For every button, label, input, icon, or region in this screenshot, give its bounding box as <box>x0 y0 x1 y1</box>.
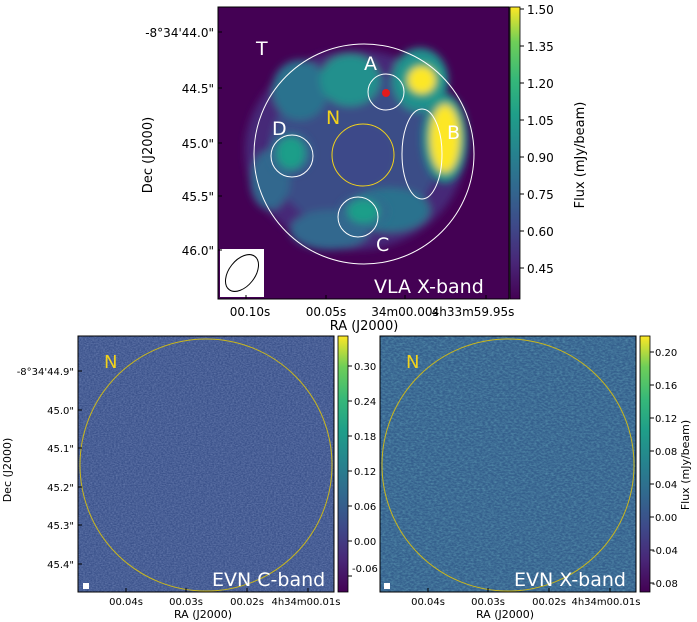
evn-c-ytick-5: 45.3" <box>47 521 74 532</box>
region-label-b: B <box>447 122 460 144</box>
source-b <box>429 104 460 173</box>
evn-x-cbar-tick-3: 0.12 <box>655 414 677 425</box>
evn-c-region-label-n: N <box>104 352 117 373</box>
evn-x-xlabel: RA (J2000) <box>476 608 534 621</box>
evn-x-xtick-4: 4h34m00.01s <box>571 597 640 608</box>
evn-x-cbar-tick-8: -0.08 <box>652 579 678 590</box>
region-c-circle <box>337 196 379 238</box>
evn-x-xtick-1: 00.04s <box>411 597 445 608</box>
region-label-t: T <box>255 38 268 60</box>
vla-cbar-label: Flux (mJy/beam) <box>573 102 588 209</box>
evn-c-ytick-1: -8°34'44.9" <box>17 367 74 378</box>
vla-xtick-4: 4h33m59.95s <box>432 305 515 319</box>
evn-x-region-n <box>381 338 635 592</box>
evn-c-cbar-tick-5: 0.06 <box>354 502 376 513</box>
evn-c-panel: N EVN C-band -8°34'44.9" 45.0" 45.1" 45.… <box>1 335 378 621</box>
evn-c-xtick-1: 00.04s <box>109 597 143 608</box>
region-b-ellipse <box>401 108 443 200</box>
evn-c-frame <box>77 335 335 593</box>
region-label-d: D <box>272 118 287 140</box>
evn-x-cbar-tick-2: 0.16 <box>655 381 677 392</box>
vla-frame <box>217 6 510 300</box>
evn-c-xlabel: RA (J2000) <box>174 608 232 621</box>
vla-cbar-tick-4: 1.05 <box>527 114 554 128</box>
beam-ellipse <box>225 254 259 292</box>
region-label-c: C <box>376 234 389 256</box>
region-label-n: N <box>326 107 340 129</box>
evn-x-frame <box>379 335 637 593</box>
vla-xlabel: RA (J2000) <box>330 319 399 334</box>
evn-c-heatmap <box>78 336 334 592</box>
region-a-circle <box>367 73 405 111</box>
evn-c-ticks <box>78 370 309 592</box>
vla-cbar-tick-3: 1.20 <box>527 77 554 91</box>
evn-c-xtick-3: 00.02s <box>230 597 264 608</box>
vla-cbar-tick-2: 1.35 <box>527 40 554 54</box>
evn-x-cbar-tick-6: 0.00 <box>655 513 677 524</box>
evn-x-panel-label: EVN X-band <box>514 569 626 591</box>
vla-ytick-3: 45.0" <box>182 137 214 151</box>
evn-c-ytick-2: 45.0" <box>47 406 74 417</box>
evn-c-xtick-4: 4h34m00.01s <box>271 597 340 608</box>
source-a <box>407 66 436 94</box>
vla-cbar-tick-8: 0.45 <box>527 262 554 276</box>
vla-ticks <box>218 31 487 299</box>
vla-cbar-tick-1: 1.50 <box>527 3 554 17</box>
evn-c-cbar-tick-1: 0.30 <box>354 362 376 373</box>
evn-c-cbar-ticks <box>348 365 352 577</box>
vla-ytick-2: 44.5" <box>182 82 214 96</box>
evn-c-ytick-4: 45.2" <box>47 483 74 494</box>
source-d <box>276 137 305 169</box>
evn-x-xtick-2: 00.03s <box>471 597 505 608</box>
vla-ytick-5: 46.0" <box>182 244 214 258</box>
vla-ylabel: Dec (J2000) <box>141 117 156 193</box>
vla-xtick-3: 34m00.00s <box>371 305 439 319</box>
evn-c-ylabel: Dec (J2000) <box>1 438 14 503</box>
evn-c-colorbar <box>337 335 349 593</box>
evn-c-cbar-tick-4: 0.12 <box>354 467 376 478</box>
region-t-circle <box>253 43 475 265</box>
source-c <box>347 199 380 224</box>
evn-x-region-label-n: N <box>406 352 419 373</box>
evn-c-cbar-tick-3: 0.18 <box>354 432 376 443</box>
evn-c-beam-box <box>83 583 89 589</box>
evn-x-cbar-ticks <box>650 351 654 584</box>
region-d-circle <box>270 134 314 178</box>
evn-x-cbar-tick-4: 0.08 <box>655 447 677 458</box>
evn-x-cbar-tick-1: 0.20 <box>655 348 677 359</box>
evn-c-ytick-6: 45.4" <box>47 560 74 571</box>
evn-c-cbar-tick-6: 0.00 <box>354 537 376 548</box>
peak-marker <box>382 89 390 97</box>
region-n-circle <box>331 123 395 187</box>
evn-x-panel: N EVN X-band 00.04s 00.03s 00.02s 4h34m0… <box>379 335 692 621</box>
evn-c-xtick-2: 00.03s <box>169 597 203 608</box>
evn-x-heatmap <box>380 336 636 592</box>
evn-x-xtick-3: 00.02s <box>532 597 566 608</box>
evn-x-cbar-tick-7: -0.04 <box>652 546 678 557</box>
vla-panel: T A B C D N VLA X-band -8°34'44.0" 44.5"… <box>141 3 588 334</box>
region-label-a: A <box>364 53 377 75</box>
vla-cbar-ticks <box>520 8 524 269</box>
vla-ytick-1: -8°34'44.0" <box>145 26 214 40</box>
evn-c-cbar-tick-7: -0.06 <box>352 564 378 575</box>
evn-c-cbar-tick-2: 0.24 <box>354 397 376 408</box>
evn-x-cbar-label: Flux (mJy/beam) <box>679 420 692 510</box>
evn-x-colorbar <box>639 335 651 593</box>
vla-cbar-tick-7: 0.60 <box>527 225 554 239</box>
evn-x-cbar-tick-5: 0.04 <box>655 480 677 491</box>
vla-xtick-2: 00.05s <box>306 305 347 319</box>
vla-sources <box>269 61 468 227</box>
vla-xtick-1: 00.10s <box>230 305 271 319</box>
evn-x-beam-box <box>384 583 390 589</box>
evn-x-ticks <box>427 588 611 592</box>
vla-cbar-tick-6: 0.75 <box>527 188 554 202</box>
evn-c-region-n <box>79 338 333 592</box>
vla-colorbar <box>509 6 521 300</box>
vla-cbar-tick-5: 0.90 <box>527 151 554 165</box>
vla-ytick-4: 45.5" <box>182 190 214 204</box>
vla-panel-label: VLA X-band <box>374 276 484 298</box>
evn-c-panel-label: EVN C-band <box>212 569 325 591</box>
evn-c-ytick-3: 45.1" <box>47 444 74 455</box>
